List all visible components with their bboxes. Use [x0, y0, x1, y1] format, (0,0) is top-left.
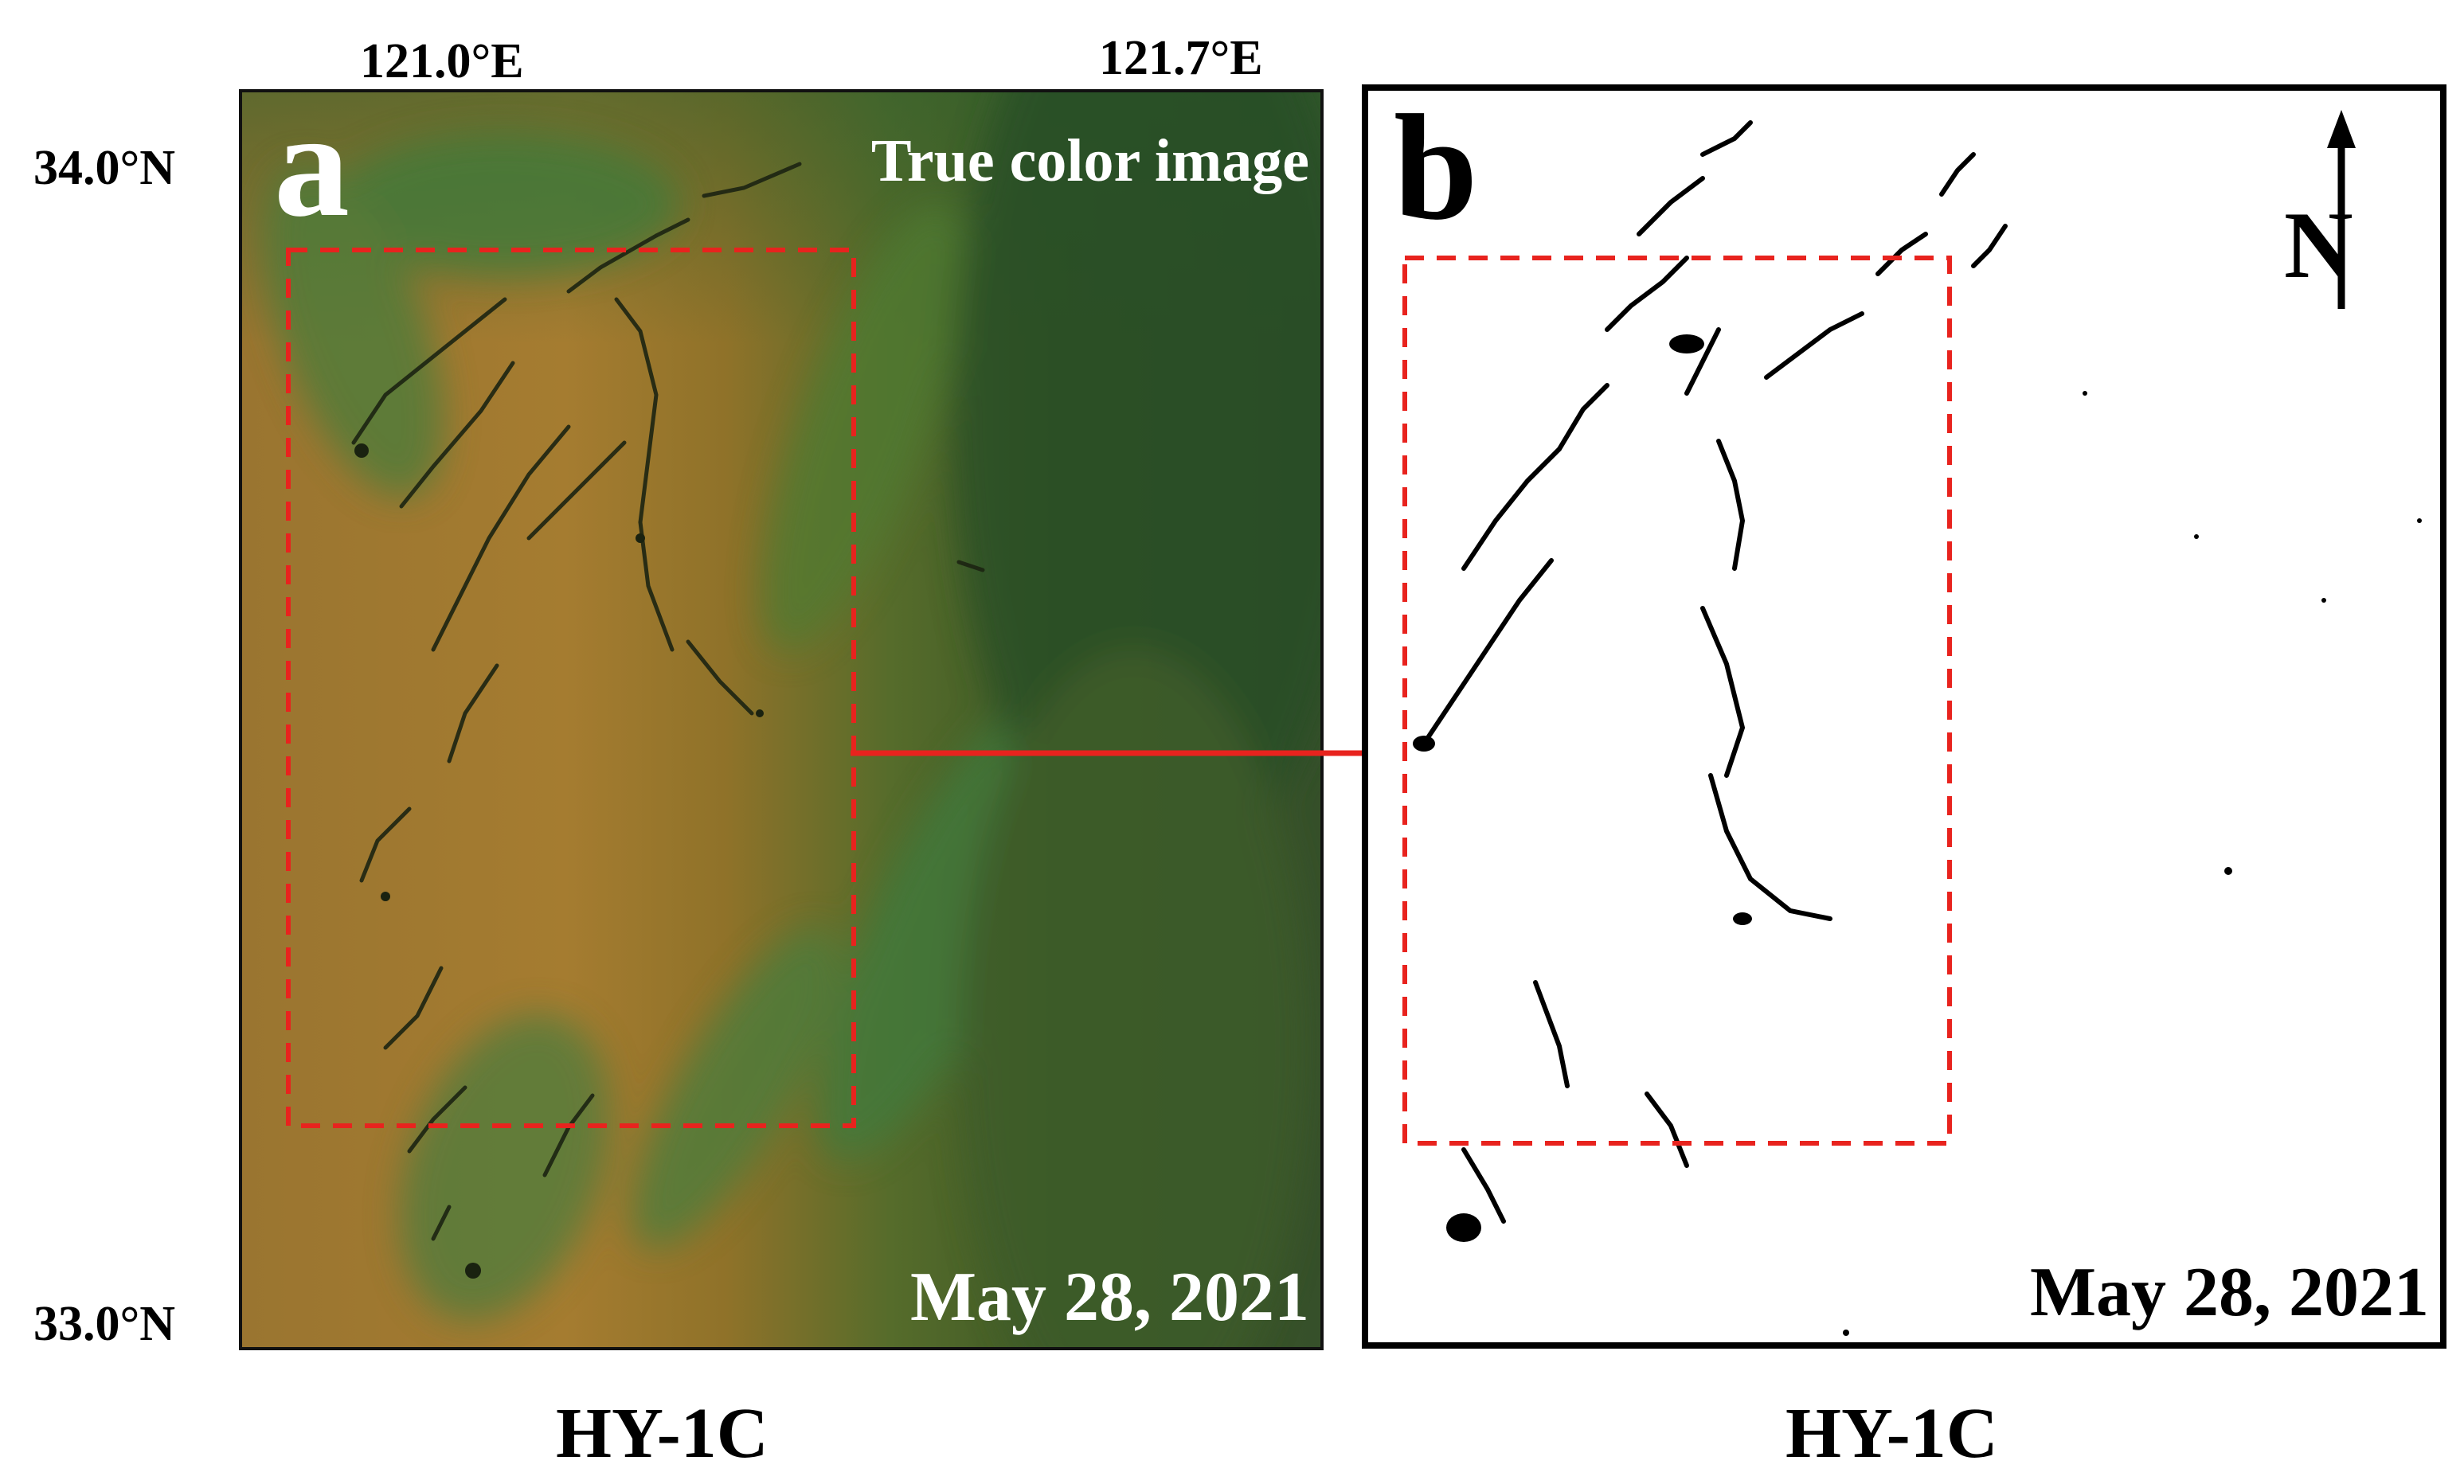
- lon-west-label: 121.0°E: [360, 34, 524, 88]
- region-highlight-box: [286, 248, 856, 1128]
- north-arrow-icon: [2327, 110, 2356, 309]
- detection-map-panel: b N May 28, 2021: [1362, 84, 2446, 1349]
- region-highlight-box: [1402, 256, 1952, 1146]
- true-color-image-panel: a True color image May 28, 2021: [239, 89, 1324, 1350]
- panel-b-date: May 28, 2021: [2029, 1254, 2429, 1331]
- lat-north-label: 34.0°N: [33, 141, 176, 195]
- panel-a-letter: a: [274, 89, 350, 248]
- algae-detection-map: [1368, 91, 2440, 1342]
- true-color-image: [242, 92, 1320, 1347]
- panel-a-sensor-caption: HY-1C: [556, 1394, 769, 1473]
- north-label: N: [2284, 192, 2353, 298]
- lon-east-label: 121.7°E: [1099, 31, 1263, 85]
- lat-south-label: 33.0°N: [33, 1297, 176, 1351]
- panel-b-letter: b: [1394, 84, 1478, 252]
- image-title: True color image: [870, 127, 1309, 194]
- panel-b-sensor-caption: HY-1C: [1785, 1394, 1998, 1473]
- panel-a-date: May 28, 2021: [909, 1259, 1309, 1336]
